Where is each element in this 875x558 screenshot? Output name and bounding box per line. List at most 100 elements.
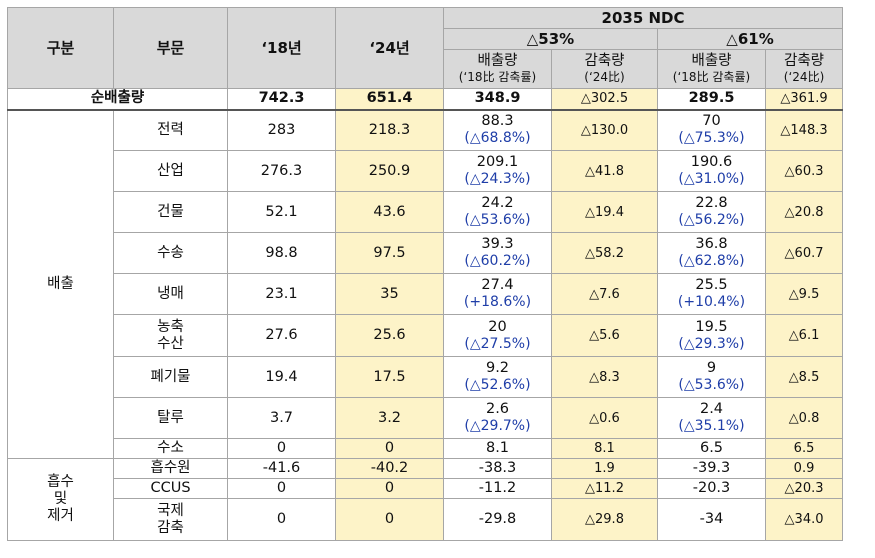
value-2018: 19.4 — [227, 356, 336, 398]
s61-rate: (△53.6%) — [678, 377, 745, 393]
s53-emission-cell: 27.4 (+18.6%) — [443, 273, 552, 315]
s61-reduction: △20.8 — [764, 191, 844, 233]
s61-reduction: △148.3 — [764, 109, 844, 151]
s53-reduction: △58.2 — [551, 232, 658, 274]
sector-label: 냉매 — [113, 273, 228, 315]
total-s53-reduction: △302.5 — [551, 88, 658, 111]
value-2018: -41.6 — [227, 458, 336, 479]
s61-emission-cell: 36.8 (△62.8%) — [657, 232, 766, 274]
sector-label: 산업 — [113, 150, 228, 192]
s53-reduction: △0.6 — [551, 397, 658, 439]
table-row: 탈루 3.7 3.2 2.6 (△29.7%) △0.6 2.4 (△35.1%) △0.8 — [8, 397, 844, 439]
table-row: 배출 전력 283 218.3 88.3 (△68.8%) △130.0 70 (△75.3%)… — [7, 109, 844, 459]
s53-emission: 209.1 — [476, 154, 519, 170]
s53-reduction: 1.9 — [551, 458, 658, 479]
s53-rate: (△68.8%) — [464, 130, 531, 147]
header-category: 구분 — [7, 7, 114, 89]
s61-reduction: △60.3 — [764, 150, 844, 192]
s61-emission-cell: 22.8 (△56.2%) — [657, 191, 766, 233]
s61-reduction: △9.5 — [764, 273, 844, 315]
s61-emission: 25.5 — [695, 277, 728, 293]
sector-label: 수소 — [113, 438, 228, 459]
total-s61-emission: 289.5 — [657, 88, 766, 111]
s53-reduction: △8.3 — [551, 356, 658, 398]
value-2024: 25.6 — [335, 314, 444, 357]
s53-emission-cell: 20 (△27.5%) — [443, 314, 552, 357]
header-s61-emission: 배출량 (‘18比 감축률) — [657, 49, 766, 89]
s61-emission: 70 — [702, 113, 721, 130]
s61-emission: 190.6 — [690, 154, 733, 170]
value-2018: 276.3 — [227, 150, 336, 192]
s61-reduction: △6.1 — [764, 314, 844, 357]
s61-emission: 2.4 — [699, 401, 724, 417]
s53-rate: (△53.6%) — [464, 212, 531, 228]
table-row: 흡수 및 제거 흡수원 -41.6 -40.2 -38.3 1.9 -39.3 0.9 — [7, 458, 844, 541]
header-s61-reduction: 감축량 (‘24比) — [764, 49, 844, 89]
total-2018: 742.3 — [227, 88, 336, 111]
s61-emission-cell: 2.4 (△35.1%) — [657, 397, 766, 439]
s53-emission: 24.2 — [481, 195, 514, 211]
s53-emission: 2.6 — [485, 401, 510, 417]
table-row: 산업 276.3 250.9 209.1 (△24.3%) △41.8 190.6 (△31.… — [8, 150, 844, 192]
sector-label: 국제 감축 — [113, 498, 228, 541]
value-2024: 97.5 — [335, 232, 444, 274]
s61-reduction: 0.9 — [764, 458, 844, 479]
s53-rate: (+18.6%) — [463, 294, 532, 310]
s61-rate: (△29.3%) — [678, 335, 745, 352]
s53-rate: (△60.2%) — [464, 253, 531, 269]
s61-rate: (△56.2%) — [678, 212, 745, 228]
s61-reduction: △34.0 — [764, 498, 844, 541]
s61-emission-cell: 19.5 (△29.3%) — [657, 314, 766, 357]
value-2018: 23.1 — [227, 273, 336, 315]
header-s53-emission: 배출량 (‘18比 감축률) — [443, 49, 552, 89]
s53-emission: -11.2 — [443, 478, 552, 499]
value-2024: 0 — [335, 438, 444, 459]
group-label-emission: 배출 — [7, 109, 114, 459]
s53-emission-cell: 88.3 (△68.8%) — [443, 109, 552, 151]
table-body: 순배출량 742.3 651.4 348.9 △302.5 289.5 △361… — [7, 88, 844, 541]
total-s53-emission: 348.9 — [443, 88, 552, 111]
s53-reduction: △19.4 — [551, 191, 658, 233]
s53-rate: (△52.6%) — [464, 377, 531, 393]
table-row: 수송 98.8 97.5 39.3 (△60.2%) △58.2 36.8 (△62.8%) △… — [8, 232, 844, 274]
value-2024: 17.5 — [335, 356, 444, 398]
s61-reduction: 6.5 — [764, 438, 844, 459]
value-2024: 0 — [335, 478, 444, 499]
table-row: CCUS 0 0 -11.2 △11.2 -20.3 △20.3 — [8, 478, 844, 499]
s53-emission: 27.4 — [481, 277, 514, 293]
s61-emission-cell: 70 (△75.3%) — [657, 109, 766, 151]
table-row: 냉매 23.1 35 27.4 (+18.6%) △7.6 25.5 (+10.4%) △9.5 — [8, 273, 844, 315]
value-2018: 3.7 — [227, 397, 336, 439]
s53-reduction: △11.2 — [551, 478, 658, 499]
s53-emission-cell: 24.2 (△53.6%) — [443, 191, 552, 233]
sector-label: 수송 — [113, 232, 228, 274]
s53-rate: (△24.3%) — [464, 171, 531, 187]
s61-rate: (+10.4%) — [677, 294, 746, 310]
table-row: 폐기물 19.4 17.5 9.2 (△52.6%) △8.3 9 (△53.6%) △8.5 — [8, 356, 844, 398]
header-2018: ‘18년 — [227, 7, 336, 89]
table-row: 건물 52.1 43.6 24.2 (△53.6%) △19.4 22.8 (△56.2%) △… — [8, 191, 844, 233]
s53-reduction: △130.0 — [551, 109, 658, 151]
s61-emission-cell: 190.6 (△31.0%) — [657, 150, 766, 192]
s61-emission: 9 — [706, 360, 717, 376]
s53-emission: 20 — [488, 318, 507, 335]
table-row: 농축 수산 27.6 25.6 20 (△27.5%) △5.6 19.5 (△29.3%) △… — [8, 314, 844, 357]
header-sector: 부문 — [113, 7, 228, 89]
s53-emission-cell: 9.2 (△52.6%) — [443, 356, 552, 398]
s53-emission: 39.3 — [481, 236, 514, 252]
value-2024: 218.3 — [335, 109, 444, 151]
sector-label: 탈루 — [113, 397, 228, 439]
s61-emission: 19.5 — [695, 318, 728, 335]
sector-label: 농축 수산 — [113, 314, 228, 357]
header-s53-reduction: 감축량 (‘24比) — [551, 49, 658, 89]
s61-reduction: △8.5 — [764, 356, 844, 398]
s53-emission: -38.3 — [443, 458, 552, 479]
s53-emission: 9.2 — [485, 360, 510, 376]
total-2024: 651.4 — [335, 88, 444, 111]
s61-reduction: △60.7 — [764, 232, 844, 274]
s53-rate: (△27.5%) — [464, 335, 531, 352]
header-scenario-61: △61% — [656, 28, 844, 50]
table-row: 국제 감축 0 0 -29.8 △29.8 -34 △34.0 — [8, 498, 844, 541]
s53-reduction: 8.1 — [551, 438, 658, 459]
value-2018: 283 — [227, 109, 336, 151]
